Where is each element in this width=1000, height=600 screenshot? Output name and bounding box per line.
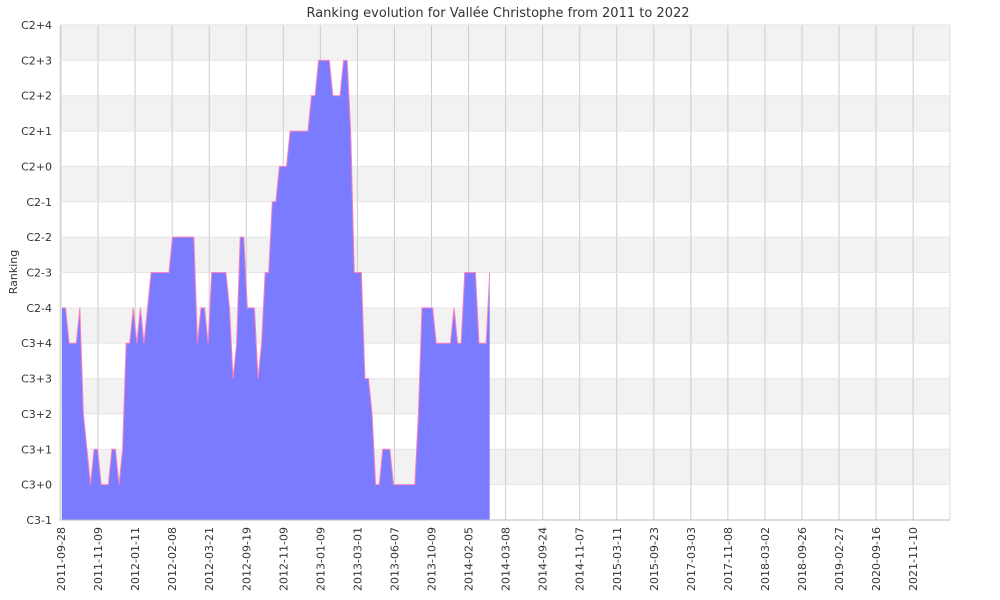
x-tick-label: 2012-02-08 bbox=[166, 527, 179, 591]
y-tick-label: C2-3 bbox=[26, 267, 52, 280]
y-tick-label: C2+3 bbox=[21, 54, 52, 67]
y-tick-label: C3+0 bbox=[21, 479, 52, 492]
y-tick-label: C2-1 bbox=[26, 196, 52, 209]
x-tick-label: 2021-11-10 bbox=[907, 527, 920, 591]
y-tick-label: C2+4 bbox=[21, 19, 52, 32]
background-band bbox=[60, 95, 950, 132]
x-tick-label: 2017-11-08 bbox=[722, 527, 735, 591]
y-tick-label: C2+2 bbox=[21, 90, 52, 103]
x-tick-label: 2014-09-24 bbox=[537, 527, 550, 591]
x-tick-label: 2013-01-09 bbox=[314, 527, 327, 591]
x-tick-label: 2015-09-23 bbox=[648, 527, 661, 591]
x-tick-label: 2012-03-21 bbox=[203, 527, 216, 591]
x-tick-label: 2013-10-09 bbox=[426, 527, 439, 591]
y-tick-label: C3+4 bbox=[21, 337, 52, 350]
x-tick-label: 2019-02-27 bbox=[833, 527, 846, 591]
x-tick-label: 2012-01-11 bbox=[129, 527, 142, 591]
y-tick-label: C3+2 bbox=[21, 408, 52, 421]
y-tick-label: C3+1 bbox=[21, 443, 52, 456]
axes bbox=[59, 25, 951, 521]
x-tick-labels: 2011-09-28 2011-11-09 2012-01-11 2012-02-08… bbox=[55, 527, 920, 591]
x-tick-label: 2020-09-16 bbox=[870, 527, 883, 591]
x-tick-label: 2012-09-19 bbox=[240, 527, 253, 591]
y-tick-label: C3+3 bbox=[21, 373, 52, 386]
ranking-area-fill bbox=[62, 60, 490, 521]
background-band bbox=[60, 166, 950, 202]
y-tick-label: C2+1 bbox=[21, 125, 52, 138]
y-tick-label: C2+0 bbox=[21, 160, 52, 173]
x-tick-label: 2018-03-02 bbox=[759, 527, 772, 591]
x-tick-label: 2013-03-01 bbox=[351, 527, 364, 591]
ranking-line bbox=[62, 59, 491, 486]
x-tick-label: 2012-11-09 bbox=[277, 527, 290, 591]
ranking-series bbox=[62, 59, 491, 521]
y-tick-label: C2-2 bbox=[26, 231, 52, 244]
x-tick-label: 2015-03-11 bbox=[611, 527, 624, 591]
x-tick-label: 2014-11-07 bbox=[574, 527, 587, 591]
x-tick-label: 2013-06-07 bbox=[388, 527, 401, 591]
x-tick-label: 2017-03-03 bbox=[685, 527, 698, 591]
x-tick-label: 2018-09-26 bbox=[796, 527, 809, 591]
x-tick-label: 2011-09-28 bbox=[55, 527, 68, 591]
y-axis-label: Ranking bbox=[7, 250, 20, 295]
x-tick-label: 2014-02-05 bbox=[463, 527, 476, 591]
x-tick-label: 2011-11-09 bbox=[92, 527, 105, 591]
background-band bbox=[60, 25, 950, 61]
x-tick-label: 2014-03-08 bbox=[500, 527, 513, 591]
y-tick-label: C3-1 bbox=[26, 514, 52, 527]
chart-title: Ranking evolution for Vallée Christophe … bbox=[306, 6, 689, 21]
y-tick-labels: C3-1 C3+0 C3+1 C3+2 C3+3 C3+4 C2-4 C2-3 C2-2 C2-1… bbox=[21, 19, 52, 527]
y-tick-label: C2-4 bbox=[26, 302, 52, 315]
